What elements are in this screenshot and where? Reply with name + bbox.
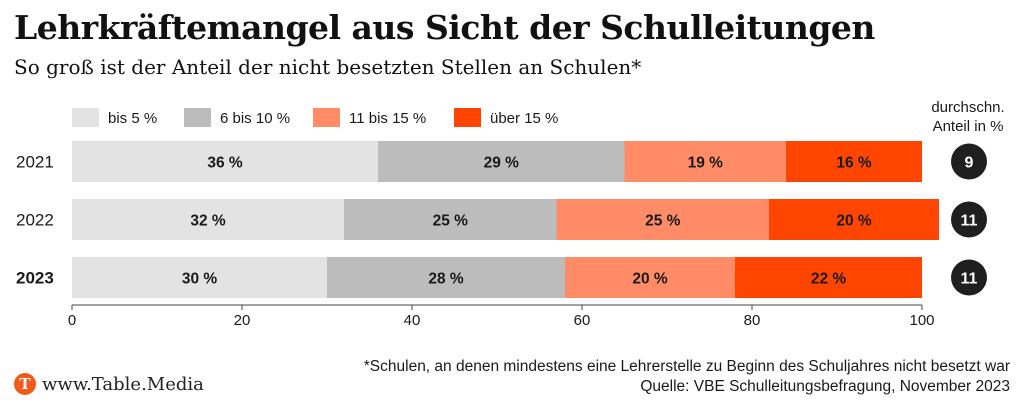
bar-segment: [72, 257, 327, 298]
bar-segment: [769, 199, 939, 240]
bar-segment: [344, 199, 557, 240]
average-title-line1: durchschn.: [931, 99, 1004, 116]
x-tick-label: 60: [574, 312, 591, 329]
data-label: 36 %: [207, 155, 243, 172]
average-circle: [951, 201, 987, 238]
category-label: 2021: [16, 153, 54, 172]
data-label: 32 %: [190, 213, 226, 230]
legend-label: 11 bis 15 %: [349, 110, 426, 127]
bar-segment: [735, 257, 922, 298]
category-label: 2023: [16, 269, 54, 288]
data-label: 25 %: [433, 213, 469, 230]
chart-subtitle: So groß ist der Anteil der nicht besetzt…: [14, 55, 642, 79]
bar-segment: [786, 141, 922, 182]
legend-swatch: [184, 108, 211, 127]
table-media-logo-icon: T: [14, 373, 36, 395]
bar-segment: [624, 141, 786, 182]
brand: T www.Table.Media: [14, 372, 204, 396]
data-label: 19 %: [688, 155, 724, 172]
bar-segment: [72, 141, 378, 182]
average-circle: [951, 259, 987, 296]
legend-swatch: [454, 108, 481, 127]
legend-label: über 15 %: [490, 110, 558, 127]
chart-title: Lehrkräftemangel aus Sicht der Schulleit…: [14, 8, 875, 47]
average-value: 11: [961, 271, 978, 288]
bar-segment: [556, 199, 769, 240]
x-tick-label: 40: [404, 312, 421, 329]
brand-url: www.Table.Media: [42, 373, 204, 395]
average-value: 11: [961, 213, 978, 230]
bar-segment: [378, 141, 625, 182]
x-tick-label: 0: [68, 312, 76, 329]
legend-swatch: [72, 108, 99, 127]
data-label: 30 %: [182, 271, 218, 288]
data-label: 22 %: [811, 271, 847, 288]
average-circle: [951, 143, 987, 180]
data-label: 16 %: [836, 155, 872, 172]
data-label: 20 %: [836, 213, 872, 230]
data-label: 28 %: [428, 271, 464, 288]
legend-label: bis 5 %: [108, 110, 157, 127]
average-title-line2: Anteil in %: [933, 118, 1004, 135]
legend-label: 6 bis 10 %: [220, 110, 290, 127]
data-label: 29 %: [484, 155, 520, 172]
average-value: 9: [965, 155, 974, 172]
bar-segment: [565, 257, 735, 298]
bar-segment: [327, 257, 565, 298]
category-label: 2022: [16, 211, 54, 230]
legend-swatch: [313, 108, 340, 127]
x-tick-label: 20: [234, 312, 251, 329]
footnote-text: *Schulen, an denen mindestens eine Lehre…: [363, 358, 1010, 375]
footnote-block: *Schulen, an denen mindestens eine Lehre…: [250, 357, 1010, 397]
bar-segment: [72, 199, 344, 240]
x-tick-label: 80: [744, 312, 761, 329]
data-label: 20 %: [632, 271, 668, 288]
x-tick-label: 100: [909, 312, 934, 329]
source-text: Quelle: VBE Schulleitungsbefragung, Nove…: [640, 378, 1010, 395]
data-label: 25 %: [645, 213, 681, 230]
